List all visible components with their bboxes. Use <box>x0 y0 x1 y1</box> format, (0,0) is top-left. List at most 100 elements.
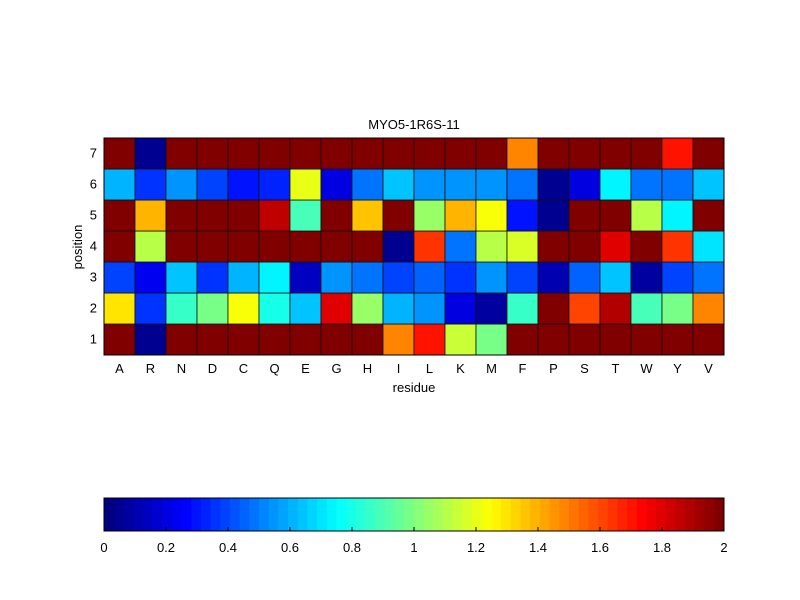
cell-H-7 <box>351 137 384 170</box>
colorbar-segment-37 <box>462 498 473 531</box>
colorbar-segment-32 <box>414 498 425 531</box>
colorbar-tick-2: 0.4 <box>219 540 237 555</box>
colorbar-segment-57 <box>656 498 667 531</box>
cell-W-5 <box>630 199 663 232</box>
colorbar-segment-31 <box>404 498 415 531</box>
cell-C-5 <box>227 199 260 232</box>
x-tick-R: R <box>146 361 155 376</box>
colorbar-segment-54 <box>627 498 638 531</box>
colorbar-tick-10: 2 <box>720 540 727 555</box>
colorbar-segment-15 <box>249 498 260 531</box>
cell-S-2 <box>568 292 601 325</box>
colorbar-segment-9 <box>191 498 202 531</box>
colorbar-segment-17 <box>268 498 279 531</box>
cell-D-6 <box>196 168 229 201</box>
y-tick-1: 1 <box>90 332 97 347</box>
cell-I-1 <box>382 323 415 356</box>
cell-L-7 <box>413 137 446 170</box>
cell-W-3 <box>630 261 663 294</box>
colorbar-segment-58 <box>665 498 677 531</box>
x-axis-label: residue <box>393 380 436 395</box>
colorbar-segment-26 <box>355 498 367 531</box>
colorbar-segment-61 <box>694 498 706 531</box>
cell-F-2 <box>506 292 539 325</box>
cell-H-4 <box>351 230 384 263</box>
colorbar-segment-8 <box>181 498 192 531</box>
cell-Q-6 <box>258 168 291 201</box>
cell-E-4 <box>289 230 322 263</box>
colorbar-segment-28 <box>375 498 386 531</box>
colorbar-segment-33 <box>423 498 434 531</box>
x-tick-G: G <box>331 361 341 376</box>
y-tick-labels: 1 2 3 4 5 6 7 <box>90 146 97 347</box>
colorbar-segment-51 <box>598 498 609 531</box>
cell-E-2 <box>289 292 322 325</box>
cell-K-7 <box>444 137 477 170</box>
cell-S-1 <box>568 323 601 356</box>
cell-A-4 <box>103 230 136 263</box>
cell-S-3 <box>568 261 601 294</box>
colorbar-tick-6: 1.2 <box>467 540 485 555</box>
colorbar-segment-3 <box>133 498 144 531</box>
y-tick-5: 5 <box>90 208 97 223</box>
x-tick-N: N <box>177 361 186 376</box>
cell-V-3 <box>692 261 725 294</box>
colorbar-segment-59 <box>675 498 686 531</box>
cell-K-4 <box>444 230 477 263</box>
cell-Y-5 <box>661 199 694 232</box>
colorbar-segment-36 <box>452 498 463 531</box>
cell-I-3 <box>382 261 415 294</box>
cell-F-1 <box>506 323 539 356</box>
cell-G-4 <box>320 230 353 263</box>
cell-S-4 <box>568 230 601 263</box>
cell-N-6 <box>165 168 198 201</box>
colorbar-tick-0: 0 <box>100 540 107 555</box>
colorbar-segment-4 <box>142 498 153 531</box>
colorbar-segment-48 <box>569 498 580 531</box>
colorbar-segment-27 <box>365 498 376 531</box>
cell-L-3 <box>413 261 446 294</box>
colorbar-tick-9: 1.8 <box>653 540 671 555</box>
cell-E-3 <box>289 261 322 294</box>
cell-T-5 <box>599 199 632 232</box>
x-tick-I: I <box>397 361 401 376</box>
y-axis-label: position <box>70 225 85 270</box>
cell-H-3 <box>351 261 384 294</box>
y-tick-7: 7 <box>90 146 97 161</box>
cell-R-5 <box>134 199 167 232</box>
colorbar-segment-43 <box>520 498 531 531</box>
cell-A-3 <box>103 261 136 294</box>
cell-C-3 <box>227 261 260 294</box>
colorbar-segment-50 <box>588 498 599 531</box>
cell-R-1 <box>134 323 167 356</box>
colorbar-segment-49 <box>578 498 589 531</box>
cell-D-2 <box>196 292 229 325</box>
cell-S-7 <box>568 137 601 170</box>
cell-V-2 <box>692 292 725 325</box>
cell-F-7 <box>506 137 539 170</box>
cell-W-6 <box>630 168 663 201</box>
cell-G-7 <box>320 137 353 170</box>
cell-L-5 <box>413 199 446 232</box>
cell-P-2 <box>537 292 570 325</box>
cell-A-5 <box>103 199 136 232</box>
cell-N-7 <box>165 137 198 170</box>
x-tick-W: W <box>640 361 653 376</box>
colorbar-segment-29 <box>384 498 396 531</box>
colorbar-segment-11 <box>210 498 221 531</box>
colorbar-segment-39 <box>481 498 492 531</box>
colorbar-segment-21 <box>307 498 318 531</box>
cell-E-1 <box>289 323 322 356</box>
cell-K-1 <box>444 323 477 356</box>
cell-Y-4 <box>661 230 694 263</box>
cell-Y-1 <box>661 323 694 356</box>
cell-M-4 <box>475 230 508 263</box>
cell-I-2 <box>382 292 415 325</box>
cell-T-3 <box>599 261 632 294</box>
cell-S-6 <box>568 168 601 201</box>
x-tick-P: P <box>549 361 558 376</box>
y-tick-4: 4 <box>90 239 97 254</box>
